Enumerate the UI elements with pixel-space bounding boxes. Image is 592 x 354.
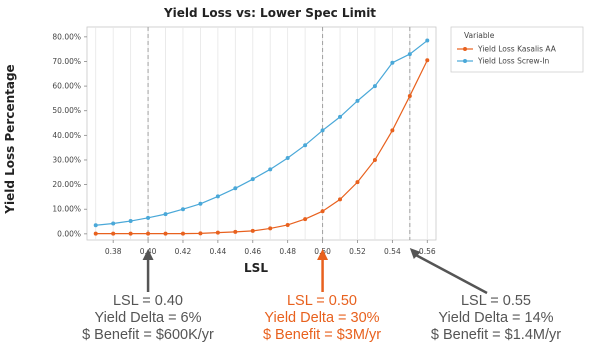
data-point-screw-in (285, 156, 290, 161)
data-point-screw-in (250, 177, 255, 182)
x-axis-title: LSL (244, 261, 268, 275)
data-point-kasalis (320, 209, 325, 214)
data-point-kasalis (407, 93, 412, 98)
data-point-screw-in (93, 223, 98, 228)
callout-line: Yield Delta = 14% (438, 310, 554, 326)
data-point-kasalis (146, 231, 151, 236)
callout-line: Yield Delta = 30% (264, 310, 380, 326)
data-point-kasalis (303, 217, 308, 222)
callout-arrow-head (142, 249, 154, 260)
data-point-kasalis (215, 230, 220, 235)
y-tick-label: 60.00% (52, 82, 81, 91)
data-point-kasalis (180, 231, 185, 236)
callout-lsl-050: LSL = 0.50 Yield Delta = 30% $ Benefit = $… (232, 293, 412, 344)
data-point-screw-in (180, 207, 185, 212)
legend-marker-kasalis (463, 47, 467, 51)
y-tick-label: 80.00% (52, 32, 81, 41)
data-point-screw-in (425, 38, 430, 43)
data-point-kasalis (338, 197, 343, 202)
x-tick-label: 0.54 (384, 247, 401, 256)
callout-line: LSL = 0.50 (286, 293, 357, 309)
data-point-screw-in (338, 114, 343, 119)
data-point-screw-in (320, 128, 325, 133)
data-point-kasalis (268, 226, 273, 231)
callout-line: $ Benefit = $1.4M/yr (430, 327, 562, 343)
callout-line: Yield Delta = 6% (94, 310, 202, 326)
legend-label-screw-in: Yield Loss Screw-In (477, 57, 550, 66)
data-point-screw-in (372, 84, 377, 89)
callout-line: LSL = 0.40 (112, 293, 183, 309)
data-point-screw-in (390, 60, 395, 65)
callout-line: $ Benefit = $3M/yr (262, 327, 382, 343)
data-point-screw-in (128, 219, 133, 224)
y-axis-title: Yield Loss Percentage (3, 64, 17, 214)
data-point-kasalis (390, 128, 395, 133)
y-tick-label: 10.00% (52, 205, 81, 214)
legend-label-kasalis: Yield Loss Kasalis AA (477, 45, 557, 54)
data-point-kasalis (355, 180, 360, 185)
y-tick-label: 40.00% (52, 131, 81, 140)
callout-lsl-055: LSL = 0.55 Yield Delta = 14% $ Benefit = $… (406, 293, 586, 344)
callout-arrow-shaft (415, 253, 488, 295)
callout-arrow-head (317, 249, 329, 260)
data-point-screw-in (215, 194, 220, 199)
callout-arrow-head (409, 248, 421, 259)
data-point-screw-in (111, 221, 116, 226)
data-point-screw-in (355, 98, 360, 103)
data-point-kasalis (372, 157, 377, 162)
chart-title: Yield Loss vs: Lower Spec Limit (163, 6, 376, 20)
data-point-kasalis (111, 231, 116, 236)
y-tick-label: 30.00% (52, 155, 81, 164)
y-tick-label: 0.00% (57, 229, 81, 238)
callout-line: $ Benefit = $600K/yr (82, 327, 214, 343)
data-point-screw-in (198, 201, 203, 206)
x-tick-label: 0.46 (244, 247, 261, 256)
series-line-kasalis (95, 59, 428, 235)
callout-line: LSL = 0.55 (460, 293, 531, 309)
legend-title: Variable (464, 31, 495, 40)
series-line-screw-in (95, 40, 428, 226)
y-tick-label: 70.00% (52, 57, 81, 66)
data-point-screw-in (233, 186, 238, 191)
data-point-kasalis (250, 228, 255, 233)
data-point-kasalis (233, 229, 238, 234)
data-point-kasalis (425, 58, 430, 63)
x-tick-label: 0.56 (419, 247, 436, 256)
y-tick-label: 50.00% (52, 106, 81, 115)
legend: Variable Yield Loss Kasalis AA Yield Loss… (450, 26, 584, 73)
data-point-screw-in (303, 143, 308, 148)
data-point-kasalis (163, 231, 168, 236)
x-tick-label: 0.42 (175, 247, 192, 256)
data-point-screw-in (407, 52, 412, 57)
callout-lsl-040: LSL = 0.40 Yield Delta = 6% $ Benefit = $6… (58, 293, 238, 344)
data-point-kasalis (128, 231, 133, 236)
x-tick-label: 0.48 (279, 247, 296, 256)
y-tick-label: 20.00% (52, 180, 81, 189)
data-point-screw-in (163, 212, 168, 217)
data-point-kasalis (93, 231, 98, 236)
data-point-screw-in (146, 215, 151, 220)
data-point-kasalis (198, 231, 203, 236)
data-point-screw-in (268, 167, 273, 172)
x-tick-label: 0.44 (210, 247, 227, 256)
plot-area (86, 26, 437, 241)
legend-marker-screw-in (463, 59, 467, 63)
data-point-kasalis (285, 222, 290, 227)
x-tick-label: 0.38 (105, 247, 122, 256)
x-tick-label: 0.52 (349, 247, 366, 256)
